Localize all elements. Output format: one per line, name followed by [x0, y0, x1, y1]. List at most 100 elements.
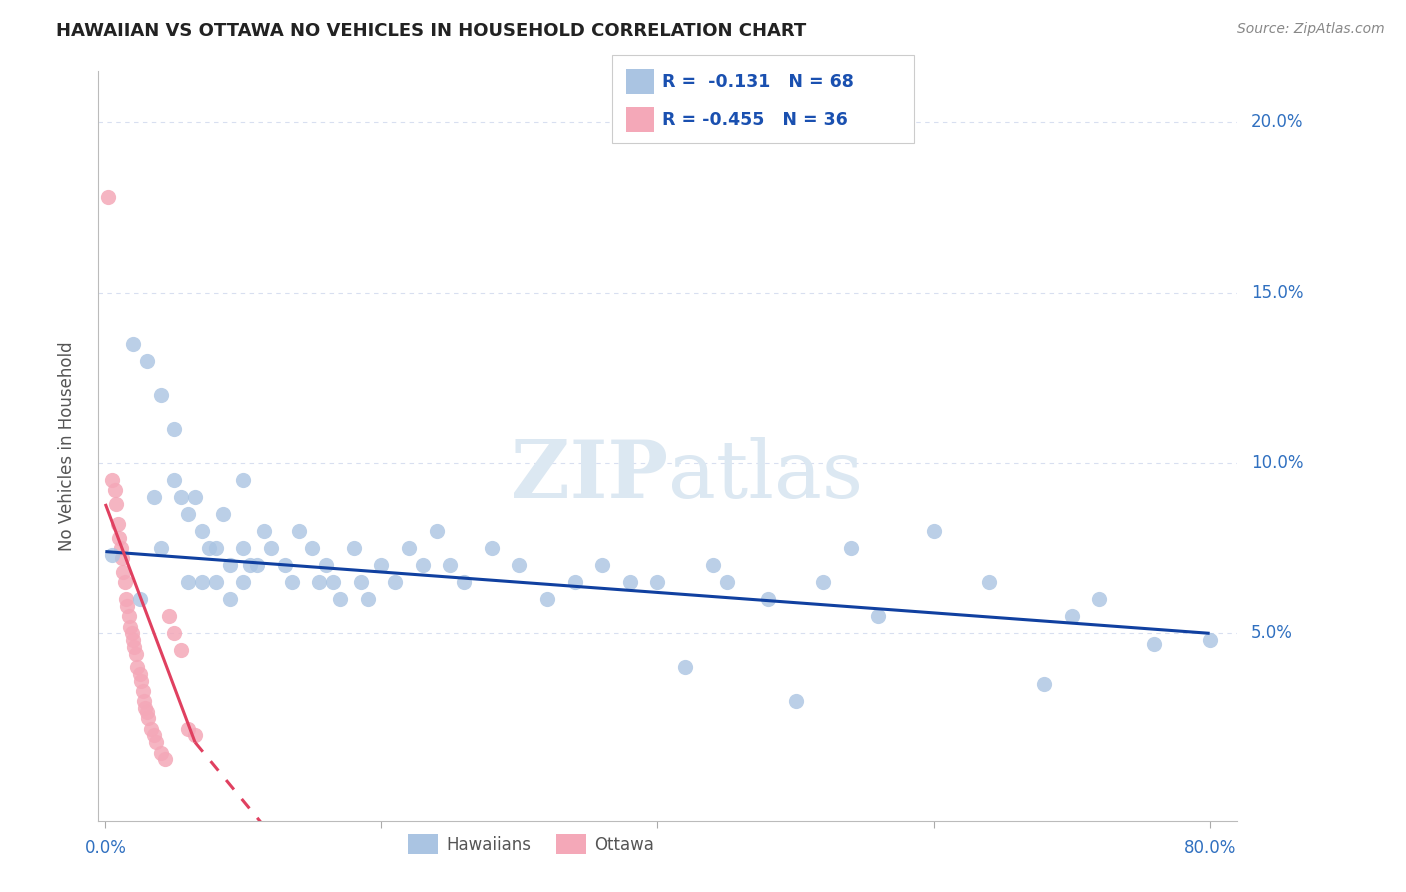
Point	[110, 541, 132, 556]
Point	[115, 592, 138, 607]
Point	[301, 541, 323, 556]
Point	[702, 558, 724, 573]
Text: 15.0%: 15.0%	[1251, 284, 1303, 301]
Point	[121, 626, 143, 640]
Point	[142, 729, 165, 743]
Point	[122, 633, 145, 648]
Text: R =  -0.131   N = 68: R = -0.131 N = 68	[662, 72, 853, 90]
Point	[1088, 592, 1111, 607]
Point	[647, 575, 669, 590]
Point	[184, 729, 207, 743]
Point	[204, 541, 226, 556]
Point	[125, 647, 148, 661]
Point	[280, 575, 302, 590]
Point	[412, 558, 434, 573]
Point	[785, 694, 807, 708]
Point	[536, 592, 558, 607]
Point	[132, 694, 155, 708]
Point	[356, 592, 378, 607]
Point	[177, 507, 200, 521]
Point	[232, 473, 254, 487]
Point	[117, 599, 139, 613]
Point	[149, 541, 172, 556]
Point	[124, 640, 146, 654]
Point	[329, 592, 352, 607]
Point	[315, 558, 337, 573]
Point	[97, 190, 120, 204]
Point	[218, 558, 240, 573]
Point	[122, 336, 145, 351]
Point	[673, 660, 696, 674]
Text: 80.0%: 80.0%	[1184, 839, 1236, 857]
Y-axis label: No Vehicles in Household: No Vehicles in Household	[58, 341, 76, 551]
Text: 0.0%: 0.0%	[84, 839, 127, 857]
Point	[111, 551, 134, 566]
Point	[246, 558, 269, 573]
Point	[1060, 609, 1083, 624]
Text: atlas: atlas	[668, 437, 863, 515]
Point	[232, 575, 254, 590]
Point	[120, 619, 142, 633]
Point	[350, 575, 373, 590]
Point	[756, 592, 779, 607]
Point	[163, 422, 186, 436]
Text: HAWAIIAN VS OTTAWA NO VEHICLES IN HOUSEHOLD CORRELATION CHART: HAWAIIAN VS OTTAWA NO VEHICLES IN HOUSEH…	[56, 22, 807, 40]
Point	[868, 609, 890, 624]
Point	[128, 667, 150, 681]
Point	[136, 711, 159, 725]
Point	[508, 558, 530, 573]
Point	[134, 701, 156, 715]
Point	[101, 548, 124, 562]
Point	[619, 575, 641, 590]
Point	[170, 643, 193, 657]
Point	[1033, 677, 1056, 691]
Point	[260, 541, 283, 556]
Point	[129, 673, 152, 688]
Point	[145, 735, 167, 749]
Text: ZIP: ZIP	[510, 437, 668, 515]
Text: 5.0%: 5.0%	[1251, 624, 1294, 642]
Point	[439, 558, 461, 573]
Point	[481, 541, 503, 556]
Point	[163, 626, 186, 640]
Point	[198, 541, 221, 556]
Point	[426, 524, 449, 538]
Point	[343, 541, 366, 556]
Point	[922, 524, 945, 538]
Point	[184, 490, 207, 504]
Point	[105, 497, 128, 511]
Point	[218, 592, 240, 607]
Point	[211, 507, 233, 521]
Point	[131, 684, 153, 698]
Point	[114, 575, 136, 590]
Point	[153, 752, 176, 766]
Point	[322, 575, 344, 590]
Point	[135, 705, 157, 719]
Point	[101, 473, 124, 487]
Point	[370, 558, 392, 573]
Point	[1198, 633, 1220, 648]
Point	[204, 575, 226, 590]
Point	[977, 575, 1000, 590]
Point	[142, 490, 165, 504]
Point	[170, 490, 193, 504]
Point	[191, 524, 214, 538]
Point	[564, 575, 586, 590]
Point	[191, 575, 214, 590]
Point	[107, 517, 129, 532]
Point	[287, 524, 309, 538]
Point	[274, 558, 297, 573]
Text: 10.0%: 10.0%	[1251, 454, 1303, 472]
Point	[591, 558, 613, 573]
Point	[239, 558, 262, 573]
Point	[135, 354, 157, 368]
Point	[177, 722, 200, 736]
Point	[149, 746, 172, 760]
Point	[453, 575, 475, 590]
Point	[139, 722, 162, 736]
Point	[1143, 636, 1166, 650]
Point	[716, 575, 738, 590]
Point	[811, 575, 834, 590]
Point	[177, 575, 200, 590]
Point	[253, 524, 276, 538]
